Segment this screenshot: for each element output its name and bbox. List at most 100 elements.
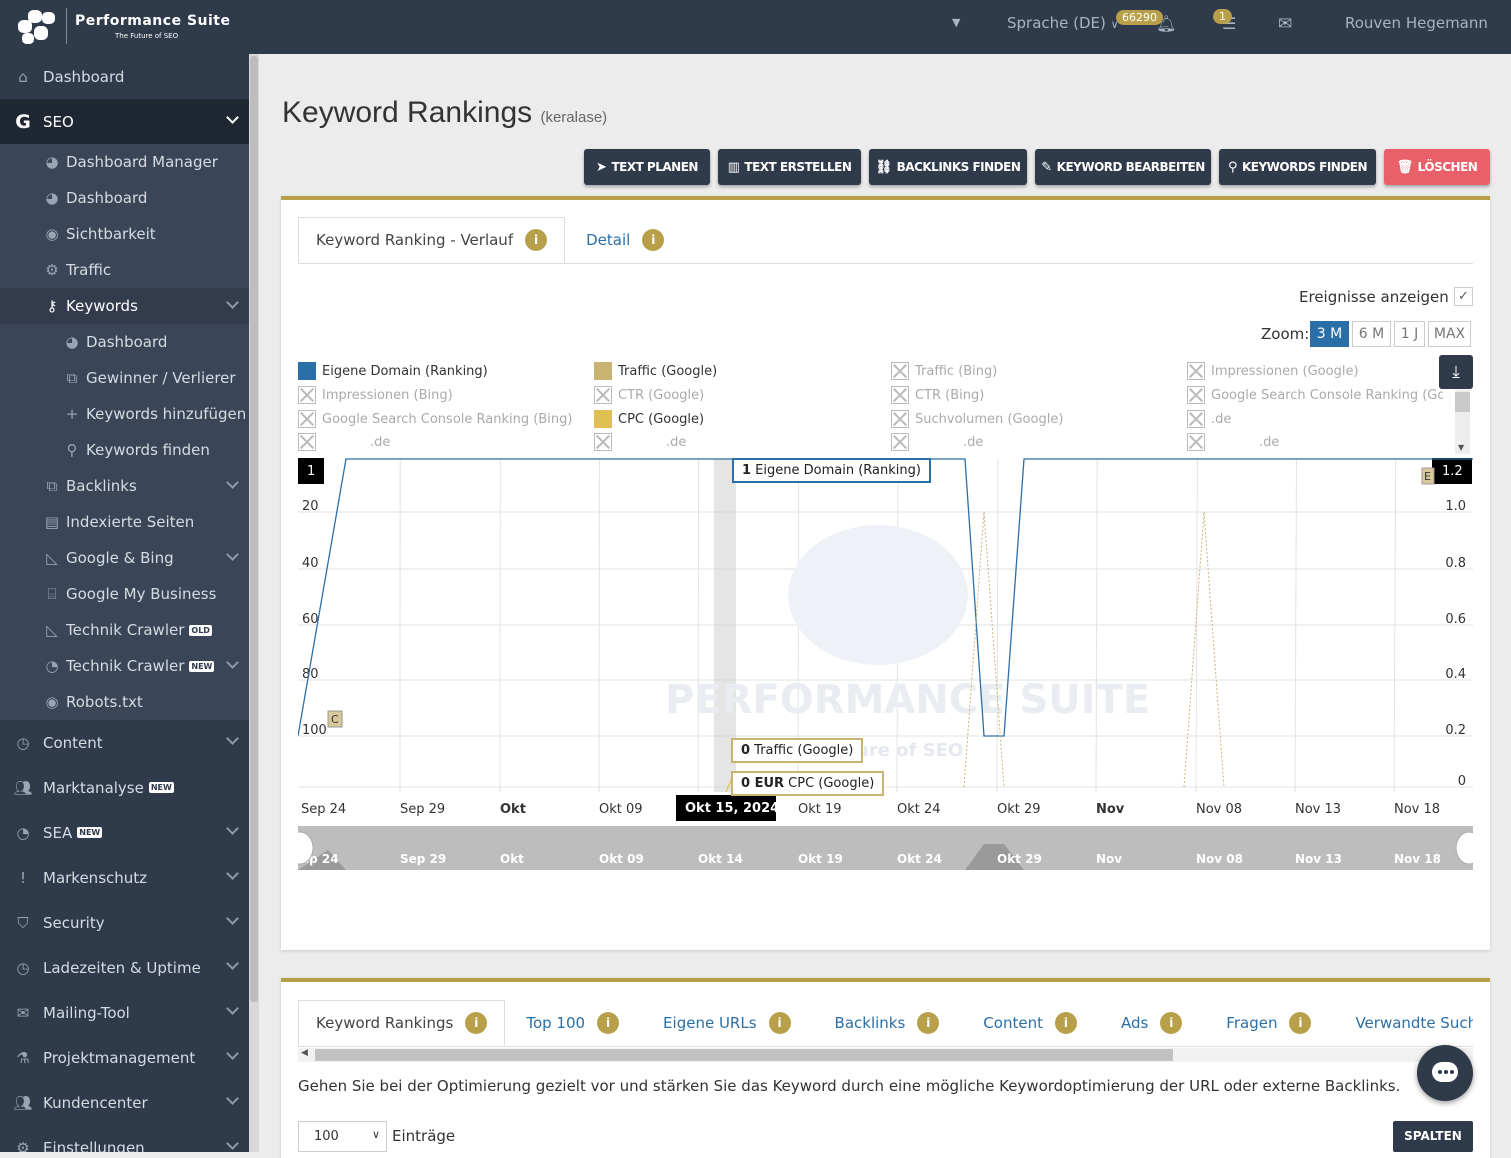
brand-name: Performance Suite: [75, 13, 230, 29]
info-icon[interactable]: i: [642, 229, 664, 251]
tab-verwandte-suchanfragen[interactable]: Verwandte Suchan: [1338, 1000, 1473, 1046]
legend-item[interactable]: .de: [1187, 410, 1443, 428]
sidebar-item-mailing-tool[interactable]: ✉Mailing-Tool: [0, 990, 249, 1035]
user-menu[interactable]: Rouven Hegemann: [1345, 14, 1488, 32]
backlinks-finden-button[interactable]: ⛓BACKLINKS FINDEN: [869, 149, 1027, 185]
sidebar-item-keywords-dashboard[interactable]: ◕Dashboard: [0, 324, 249, 360]
keywords-finden-button[interactable]: ⚲KEYWORDS FINDEN: [1219, 149, 1376, 185]
pie-chart-icon: ◔: [44, 657, 60, 675]
sidebar-item-traffic[interactable]: ⚙Traffic: [0, 252, 249, 288]
legend-item[interactable]: Suchvolumen (Google): [891, 410, 1063, 428]
envelope-icon[interactable]: ✉: [1278, 14, 1292, 34]
project-dropdown-caret-icon[interactable]: ▼: [952, 16, 960, 29]
sidebar-item-security[interactable]: ⛉Security: [0, 900, 249, 945]
y-left-tick-label: 1: [307, 464, 315, 479]
loeschen-button[interactable]: 🗑︎LÖSCHEN: [1384, 149, 1490, 185]
sidebar-item-projektmanagement[interactable]: ⚗Projektmanagement: [0, 1035, 249, 1080]
legend-item[interactable]: .de: [594, 433, 686, 451]
sidebar-item-keywords-hinzufuegen[interactable]: +Keywords hinzufügen: [0, 396, 249, 432]
text-erstellen-button[interactable]: ▥TEXT ERSTELLEN: [718, 149, 861, 185]
info-icon[interactable]: i: [1289, 1012, 1311, 1034]
sidebar-item-robots-txt[interactable]: ◉Robots.txt: [0, 684, 249, 720]
search-icon: ⚲: [64, 441, 80, 459]
sidebar-item-content[interactable]: ◷Content: [0, 720, 249, 765]
legend-item[interactable]: CPC (Google): [594, 410, 704, 428]
legend-swatch: [594, 410, 612, 428]
chat-bubble-icon[interactable]: [1417, 1045, 1473, 1101]
sidebar-item-markenschutz[interactable]: !Markenschutz: [0, 855, 249, 900]
legend-item[interactable]: Impressionen (Bing): [298, 386, 453, 404]
text-planen-button[interactable]: ➤TEXT PLANEN: [584, 149, 710, 185]
info-icon[interactable]: i: [917, 1012, 939, 1034]
sidebar-item-keywords[interactable]: ⚷Keywords: [0, 288, 249, 324]
tabs-scrollbar[interactable]: ◀: [298, 1048, 1473, 1062]
info-icon[interactable]: i: [1160, 1012, 1182, 1034]
navigator-tick-label: Sep 29: [400, 852, 446, 866]
info-icon[interactable]: i: [465, 1012, 487, 1034]
keyword-bearbeiten-button[interactable]: ✎KEYWORD BEARBEITEN: [1035, 149, 1211, 185]
navigator-tick-label: Okt 29: [997, 852, 1042, 866]
sidebar-item-kundencenter[interactable]: 👥︎Kundencenter: [0, 1080, 249, 1125]
info-icon[interactable]: i: [597, 1012, 619, 1034]
ranking-chart[interactable]: 1204060801001.21.00.80.60.40.20PERFORMAN…: [298, 455, 1473, 875]
info-icon[interactable]: i: [1055, 1012, 1077, 1034]
zoom-max-button[interactable]: MAX: [1428, 321, 1471, 347]
legend-item[interactable]: CTR (Google): [594, 386, 704, 404]
legend-item[interactable]: Traffic (Bing): [891, 362, 997, 380]
sidebar-item-dashboard-manager[interactable]: ◕Dashboard Manager: [0, 144, 249, 180]
sidebar-item-einstellungen[interactable]: ⚙Einstellungen: [0, 1125, 249, 1152]
seo-submenu: ◕Dashboard Manager ◕Dashboard ◉Sichtbark…: [0, 144, 249, 720]
legend-label: Suchvolumen (Google): [915, 412, 1063, 427]
sidebar-item-seo-dashboard[interactable]: ◕Dashboard: [0, 180, 249, 216]
legend-label: CTR (Bing): [915, 388, 984, 403]
entries-select[interactable]: 100∨: [298, 1121, 387, 1152]
legend-scrollbar[interactable]: ▼: [1455, 390, 1470, 454]
language-select[interactable]: Sprache (DE) ∨: [1007, 14, 1119, 32]
sidebar-item-google-bing[interactable]: ◺Google & Bing: [0, 540, 249, 576]
palette-icon: ◕: [44, 153, 60, 171]
sidebar-item-backlinks[interactable]: ⧉Backlinks: [0, 468, 249, 504]
download-icon[interactable]: ⤓: [1439, 355, 1473, 389]
sidebar-item-google-my-business[interactable]: ⌸Google My Business: [0, 576, 249, 612]
sidebar-item-sichtbarkeit[interactable]: ◉Sichtbarkeit: [0, 216, 249, 252]
sidebar-item-indexierte-seiten[interactable]: ▤Indexierte Seiten: [0, 504, 249, 540]
info-icon[interactable]: i: [525, 229, 547, 251]
brand-logo[interactable]: Performance Suite The Future of SEO: [14, 6, 230, 46]
sidebar-item-dashboard[interactable]: ⌂Dashboard: [0, 54, 249, 99]
spalten-button[interactable]: SPALTEN: [1393, 1121, 1473, 1152]
sidebar-item-ladezeiten[interactable]: ◷Ladezeiten & Uptime: [0, 945, 249, 990]
legend-item[interactable]: Eigene Domain (Ranking): [298, 362, 488, 380]
legend-item[interactable]: .de: [891, 433, 983, 451]
zoom-1j-button[interactable]: 1 J: [1394, 321, 1425, 347]
zoom-6m-button[interactable]: 6 M: [1352, 321, 1391, 347]
legend-disabled-icon: [1187, 362, 1205, 380]
legend-item[interactable]: Traffic (Google): [594, 362, 717, 380]
legend-item[interactable]: Google Search Console Ranking (Bing): [298, 410, 572, 428]
zoom-3m-button[interactable]: 3 M: [1310, 321, 1349, 347]
watermark-logo-icon: [788, 525, 968, 665]
info-icon[interactable]: i: [769, 1012, 791, 1034]
legend-item[interactable]: .de: [1187, 433, 1443, 451]
legend-item[interactable]: Google Search Console Ranking (Googl: [1187, 386, 1443, 404]
legend-item[interactable]: CTR (Bing): [891, 386, 984, 404]
legend-item[interactable]: .de: [298, 433, 390, 451]
events-checkbox[interactable]: ✓: [1454, 287, 1473, 306]
sidebar-item-keywords-finden[interactable]: ⚲Keywords finden: [0, 432, 249, 468]
sidebar-item-gewinner-verlierer[interactable]: ⧉Gewinner / Verlierer: [0, 360, 249, 396]
sidebar-scrollbar[interactable]: [249, 54, 259, 1152]
legend-item[interactable]: Impressionen (Google): [1187, 362, 1443, 380]
